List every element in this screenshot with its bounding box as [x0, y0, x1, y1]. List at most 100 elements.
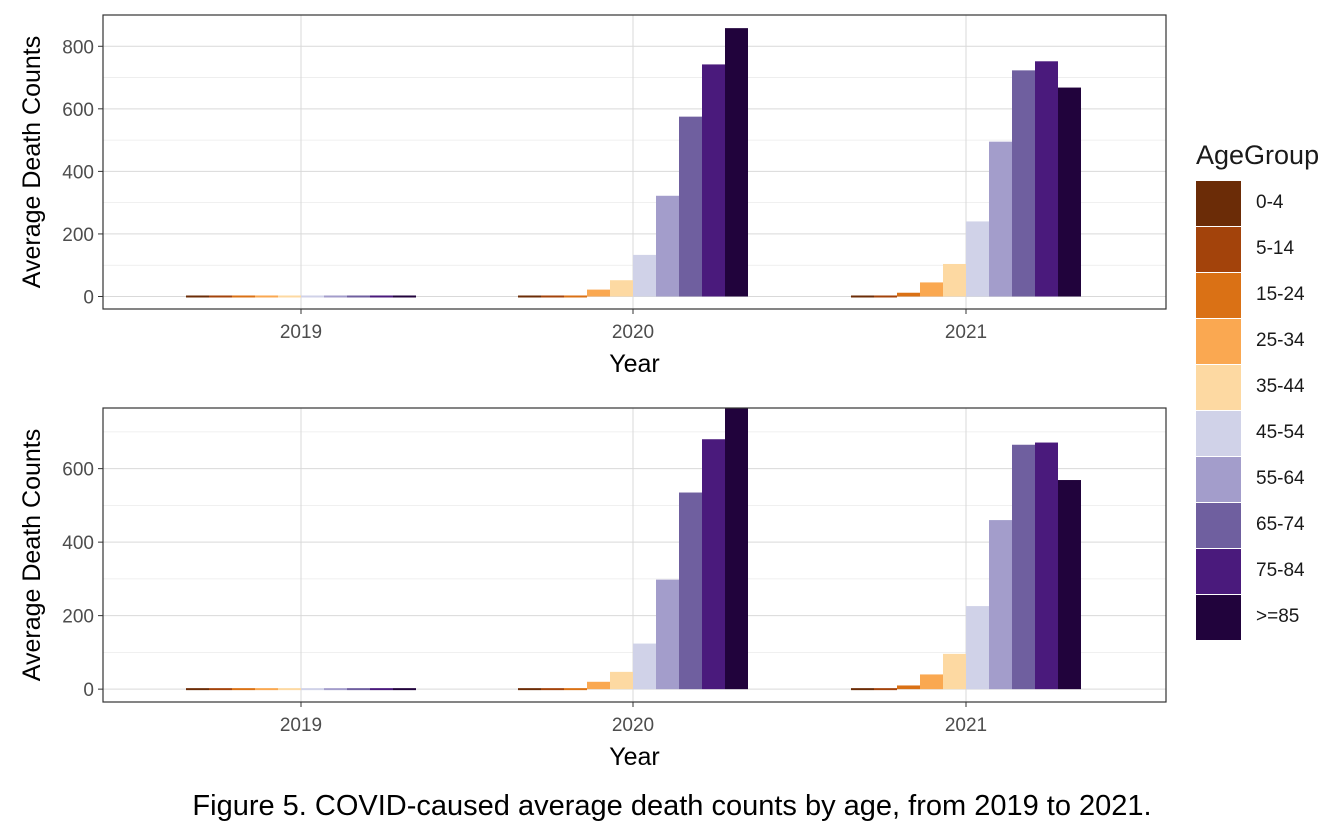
bar	[610, 280, 633, 297]
legend-label: 15-24	[1256, 284, 1305, 305]
legend-item: 55-64	[1196, 457, 1341, 503]
legend-label: 45-54	[1256, 422, 1305, 443]
x-tick-label: 2019	[280, 322, 322, 343]
bar	[1012, 70, 1035, 297]
legend-item: 5-14	[1196, 227, 1341, 273]
legend-label: 55-64	[1256, 468, 1305, 489]
legend-key	[1196, 273, 1241, 318]
y-tick-label: 600	[62, 100, 94, 121]
bar	[393, 295, 416, 298]
legend-label: 5-14	[1256, 238, 1295, 259]
bar	[232, 688, 255, 691]
bar	[874, 688, 897, 691]
legend-title: AgeGroup	[1196, 140, 1320, 170]
legend-key	[1196, 457, 1241, 502]
x-tick-label: 2020	[612, 715, 654, 736]
bar	[324, 688, 347, 691]
bar	[1035, 442, 1058, 690]
x-tick-label: 2019	[280, 715, 322, 736]
bar	[920, 674, 943, 690]
y-tick-label: 800	[62, 37, 94, 58]
bar	[1058, 87, 1081, 297]
bar	[874, 295, 897, 298]
bar	[897, 292, 920, 297]
bar	[186, 688, 209, 691]
legend: AgeGroup 0-4 5-14 15-24 25-34 35-44 45-54 55-6…	[1196, 140, 1341, 641]
y-tick-label: 0	[83, 680, 94, 701]
bar	[633, 254, 656, 297]
bar	[989, 141, 1012, 297]
bar	[301, 295, 324, 298]
bar	[564, 688, 587, 691]
legend-key	[1196, 365, 1241, 410]
legend-item: 75-84	[1196, 549, 1341, 595]
bar	[587, 681, 610, 690]
legend-item: 15-24	[1196, 273, 1341, 319]
bar	[587, 289, 610, 297]
bar	[702, 64, 725, 297]
legend-label: 35-44	[1256, 376, 1305, 397]
bar	[278, 295, 301, 298]
figure-caption: Figure 5. COVID-caused average death cou…	[192, 790, 1152, 822]
bar	[725, 408, 748, 690]
bar	[656, 579, 679, 690]
legend-label: 75-84	[1256, 560, 1305, 581]
x-tick-label: 2021	[945, 715, 987, 736]
bar	[370, 688, 393, 691]
chart-panel-1: 0 200 400 600 800 2019 2020 2021 Year Average Dea…	[18, 14, 1167, 378]
y-tick-label: 400	[62, 533, 94, 554]
bar	[232, 295, 255, 298]
y-tick-label: 0	[83, 287, 94, 308]
bar	[370, 295, 393, 298]
bar	[1012, 444, 1035, 690]
y-axis-title: Average Death Counts	[18, 36, 46, 288]
bar	[255, 688, 278, 691]
bar	[851, 688, 874, 691]
y-axis-title: Average Death Counts	[18, 429, 46, 681]
bar	[393, 688, 416, 691]
bar	[518, 688, 541, 691]
bar	[989, 520, 1012, 690]
bar	[966, 606, 989, 690]
y-tick-label: 200	[62, 225, 94, 246]
panel-border	[102, 407, 1167, 703]
legend-key	[1196, 595, 1241, 640]
bar	[702, 439, 725, 690]
legend-label: 0-4	[1256, 192, 1284, 213]
bar	[851, 295, 874, 298]
legend-key	[1196, 181, 1241, 226]
bar	[679, 116, 702, 297]
bar	[564, 295, 587, 298]
panel-border	[102, 14, 1167, 310]
legend-item: 35-44	[1196, 365, 1341, 411]
bar	[541, 688, 564, 691]
bar	[278, 688, 301, 691]
bar	[255, 295, 278, 298]
bar	[656, 195, 679, 297]
x-tick-label: 2021	[945, 322, 987, 343]
bar	[943, 263, 966, 297]
x-tick-label: 2020	[612, 322, 654, 343]
bar	[541, 295, 564, 298]
bar	[347, 295, 370, 298]
legend-key	[1196, 411, 1241, 456]
legend-item: 45-54	[1196, 411, 1341, 457]
y-tick-label: 600	[62, 460, 94, 481]
legend-item: >=85	[1196, 595, 1341, 641]
bar	[679, 492, 702, 690]
legend-key	[1196, 549, 1241, 594]
bar	[1035, 61, 1058, 297]
bar	[347, 688, 370, 691]
bar	[920, 282, 943, 297]
legend-key	[1196, 227, 1241, 272]
bar	[966, 221, 989, 297]
legend-label: 65-74	[1256, 514, 1305, 535]
bar	[301, 688, 324, 691]
bar	[209, 295, 232, 298]
bar	[186, 295, 209, 298]
bar	[725, 28, 748, 297]
chart-panel-2: 0 200 400 600 2019 2020 2021 Year Average Death …	[18, 407, 1167, 771]
bar	[897, 685, 920, 690]
bar	[518, 295, 541, 298]
